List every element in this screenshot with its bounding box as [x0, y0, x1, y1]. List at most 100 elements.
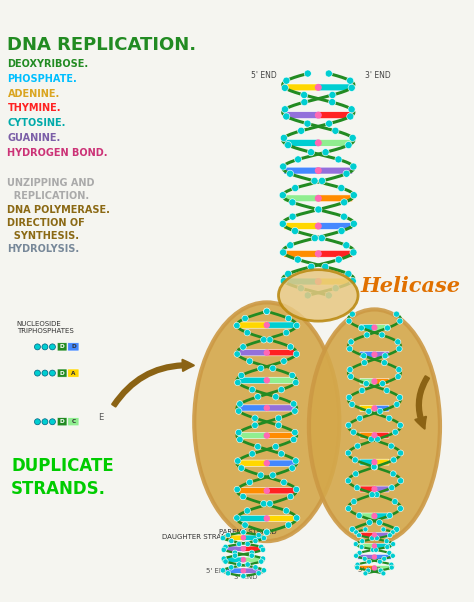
Circle shape — [345, 141, 352, 149]
Circle shape — [338, 184, 345, 191]
Text: DAUGHTER STRAND: DAUGHTER STRAND — [162, 534, 231, 540]
Circle shape — [395, 339, 401, 345]
Text: D: D — [60, 419, 64, 424]
Circle shape — [346, 77, 354, 84]
FancyBboxPatch shape — [374, 513, 389, 519]
Circle shape — [223, 559, 228, 564]
FancyBboxPatch shape — [243, 535, 264, 541]
Ellipse shape — [194, 302, 339, 541]
Circle shape — [220, 535, 226, 541]
Circle shape — [372, 325, 377, 330]
Circle shape — [292, 408, 298, 414]
Circle shape — [284, 141, 292, 149]
Circle shape — [283, 113, 290, 120]
Circle shape — [359, 388, 365, 394]
Circle shape — [382, 360, 387, 366]
Circle shape — [293, 351, 300, 357]
Circle shape — [359, 545, 364, 550]
Circle shape — [322, 263, 329, 270]
Ellipse shape — [279, 270, 358, 321]
FancyBboxPatch shape — [374, 405, 389, 411]
Circle shape — [234, 486, 240, 492]
FancyBboxPatch shape — [318, 140, 353, 146]
Circle shape — [283, 77, 290, 84]
Circle shape — [381, 571, 386, 576]
Circle shape — [220, 568, 226, 573]
FancyBboxPatch shape — [266, 515, 297, 521]
Circle shape — [236, 429, 242, 436]
Circle shape — [374, 536, 379, 541]
Circle shape — [235, 458, 241, 464]
Circle shape — [387, 533, 392, 538]
Circle shape — [249, 386, 255, 393]
FancyBboxPatch shape — [284, 223, 319, 229]
FancyBboxPatch shape — [358, 532, 375, 538]
Circle shape — [361, 353, 367, 359]
Circle shape — [49, 419, 55, 425]
Circle shape — [390, 530, 395, 535]
Circle shape — [316, 140, 321, 146]
FancyBboxPatch shape — [374, 554, 391, 559]
Circle shape — [238, 465, 245, 471]
Circle shape — [363, 380, 369, 386]
Circle shape — [275, 415, 282, 421]
FancyBboxPatch shape — [360, 405, 375, 411]
Circle shape — [346, 318, 352, 324]
Circle shape — [311, 178, 318, 184]
Circle shape — [42, 419, 48, 425]
Circle shape — [369, 492, 375, 498]
Circle shape — [388, 443, 394, 449]
Circle shape — [304, 292, 311, 299]
Circle shape — [316, 251, 321, 256]
Circle shape — [237, 401, 243, 407]
Circle shape — [264, 529, 270, 535]
Circle shape — [228, 538, 234, 544]
Circle shape — [281, 358, 287, 364]
Circle shape — [349, 526, 356, 532]
Circle shape — [398, 478, 404, 484]
Circle shape — [264, 516, 269, 521]
Circle shape — [245, 541, 250, 547]
Circle shape — [241, 530, 246, 535]
Circle shape — [387, 550, 392, 556]
Circle shape — [360, 539, 365, 544]
Circle shape — [368, 436, 374, 442]
Circle shape — [346, 506, 352, 512]
Text: HYDROLYSIS.: HYDROLYSIS. — [8, 244, 80, 254]
FancyBboxPatch shape — [243, 557, 264, 562]
Circle shape — [240, 494, 246, 500]
FancyBboxPatch shape — [318, 195, 353, 202]
Circle shape — [345, 270, 352, 278]
Circle shape — [304, 70, 311, 77]
Circle shape — [340, 213, 347, 220]
Circle shape — [364, 332, 370, 338]
Circle shape — [329, 92, 336, 99]
Circle shape — [226, 533, 231, 538]
FancyBboxPatch shape — [266, 322, 297, 328]
Text: ADENINE.: ADENINE. — [8, 88, 60, 99]
FancyBboxPatch shape — [243, 546, 264, 551]
Circle shape — [372, 486, 377, 491]
Circle shape — [396, 367, 402, 373]
FancyBboxPatch shape — [222, 546, 244, 551]
Circle shape — [264, 323, 269, 327]
Circle shape — [372, 464, 378, 470]
Circle shape — [234, 322, 240, 329]
Circle shape — [377, 408, 383, 414]
Circle shape — [280, 249, 287, 256]
Text: CYTOSINE.: CYTOSINE. — [8, 119, 66, 128]
Circle shape — [373, 533, 376, 537]
Circle shape — [362, 556, 367, 561]
Circle shape — [366, 408, 372, 414]
FancyBboxPatch shape — [360, 432, 375, 438]
Circle shape — [240, 344, 246, 350]
Circle shape — [387, 512, 393, 518]
FancyBboxPatch shape — [360, 486, 375, 492]
FancyBboxPatch shape — [374, 432, 389, 438]
Circle shape — [390, 471, 396, 477]
Circle shape — [255, 394, 261, 400]
Circle shape — [380, 380, 386, 386]
Circle shape — [372, 514, 377, 518]
FancyBboxPatch shape — [68, 418, 79, 426]
Circle shape — [361, 360, 367, 366]
